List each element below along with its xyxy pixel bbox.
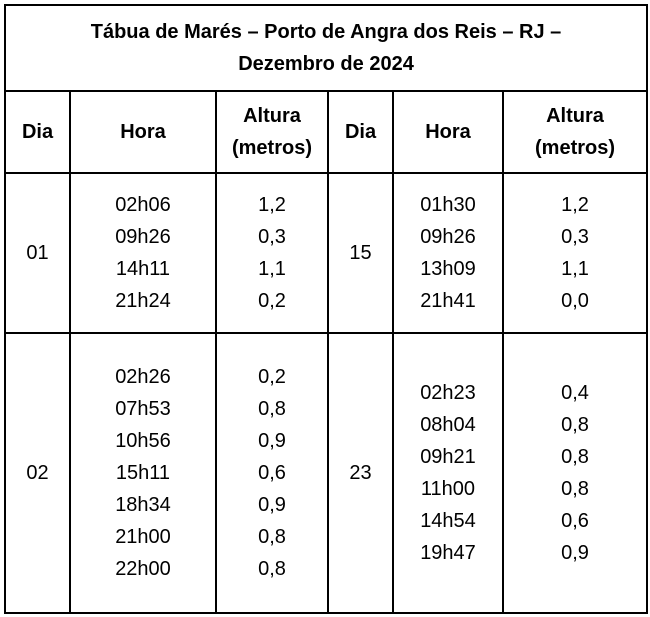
altura-value: 1,2: [258, 194, 286, 216]
table-row: 02 02h26 07h53 10h56 15h11 18h34 21h00 2…: [4, 332, 649, 614]
altura-value: 1,1: [561, 258, 589, 280]
altura-value: 0,0: [561, 290, 589, 312]
hora-value: 14h54: [420, 510, 476, 532]
hora-cell: 02h26 07h53 10h56 15h11 18h34 21h00 22h0…: [69, 332, 217, 614]
altura-value: 0,2: [258, 290, 286, 312]
altura-value: 0,8: [561, 478, 589, 500]
altura-cell: 0,4 0,8 0,8 0,8 0,6 0,9: [501, 332, 649, 614]
header-altura-line1: Altura: [546, 105, 604, 127]
table-title-line2: Dezembro de 2024: [238, 53, 414, 75]
header-altura-line2: (metros): [535, 137, 616, 159]
hora-value: 11h00: [420, 478, 476, 500]
table-row: 01 02h06 09h26 14h11 21h24 1,2 0,3 1,1 0…: [4, 172, 649, 334]
hora-value: 13h09: [420, 258, 476, 280]
table-title: Tábua de Marés – Porto de Angra dos Reis…: [3, 4, 649, 92]
hora-value: 02h06: [115, 194, 171, 216]
dia-cell: 23: [327, 332, 394, 614]
altura-value: 0,3: [561, 226, 589, 248]
header-hora-label: Hora: [120, 121, 166, 143]
altura-value: 0,9: [258, 430, 286, 452]
hora-value: 22h00: [115, 558, 171, 580]
header-hora-left: Hora: [69, 90, 217, 174]
hora-value: 09h21: [420, 446, 476, 468]
hora-value: 15h11: [115, 462, 171, 484]
dia-value: 23: [349, 462, 372, 484]
hora-value: 02h26: [115, 366, 171, 388]
hora-value: 07h53: [115, 398, 171, 420]
dia-value: 02: [26, 462, 49, 484]
altura-value: 0,6: [258, 462, 286, 484]
hora-cell: 02h06 09h26 14h11 21h24: [69, 172, 217, 334]
hora-value: 14h11: [115, 258, 171, 280]
hora-value: 08h04: [420, 414, 476, 436]
hora-cell: 01h30 09h26 13h09 21h41: [392, 172, 504, 334]
altura-value: 0,3: [258, 226, 286, 248]
hora-value: 19h47: [420, 542, 476, 564]
header-hora-right: Hora: [392, 90, 504, 174]
header-dia-label: Dia: [21, 121, 54, 143]
altura-value: 0,8: [561, 446, 589, 468]
dia-cell: 15: [327, 172, 394, 334]
altura-cell: 0,2 0,8 0,9 0,6 0,9 0,8 0,8: [215, 332, 329, 614]
header-altura-line2: (metros): [231, 137, 312, 159]
header-altura-line1: Altura: [243, 105, 301, 127]
dia-cell: 01: [4, 172, 71, 334]
header-altura-left: Altura (metros): [215, 90, 329, 174]
altura-cell: 1,2 0,3 1,1 0,0: [501, 172, 649, 334]
header-dia-right: Dia: [327, 90, 394, 174]
hora-value: 21h41: [420, 290, 476, 312]
altura-value: 0,4: [561, 382, 589, 404]
dia-value: 01: [26, 242, 49, 264]
altura-value: 1,1: [258, 258, 286, 280]
altura-value: 0,8: [258, 398, 286, 420]
altura-value: 0,8: [561, 414, 589, 436]
altura-value: 0,2: [258, 366, 286, 388]
altura-cell: 1,2 0,3 1,1 0,2: [215, 172, 329, 334]
header-hora-label: Hora: [425, 121, 471, 143]
hora-value: 21h24: [115, 290, 171, 312]
altura-value: 0,8: [258, 558, 286, 580]
header-dia-left: Dia: [4, 90, 71, 174]
dia-cell: 02: [4, 332, 71, 614]
header-altura-right: Altura (metros): [501, 90, 649, 174]
hora-cell: 02h23 08h04 09h21 11h00 14h54 19h47: [392, 332, 504, 614]
altura-value: 0,8: [258, 526, 286, 548]
header-dia-label: Dia: [344, 121, 377, 143]
altura-value: 0,9: [561, 542, 589, 564]
hora-value: 09h26: [115, 226, 171, 248]
hora-value: 01h30: [420, 194, 476, 216]
hora-value: 18h34: [115, 494, 171, 516]
altura-value: 1,2: [561, 194, 589, 216]
altura-value: 0,6: [561, 510, 589, 532]
hora-value: 10h56: [115, 430, 171, 452]
hora-value: 09h26: [420, 226, 476, 248]
tide-table: Tábua de Marés – Porto de Angra dos Reis…: [3, 4, 649, 614]
altura-value: 0,9: [258, 494, 286, 516]
hora-value: 21h00: [115, 526, 171, 548]
dia-value: 15: [349, 242, 372, 264]
hora-value: 02h23: [420, 382, 476, 404]
table-title-line1: Tábua de Marés – Porto de Angra dos Reis…: [90, 21, 562, 43]
